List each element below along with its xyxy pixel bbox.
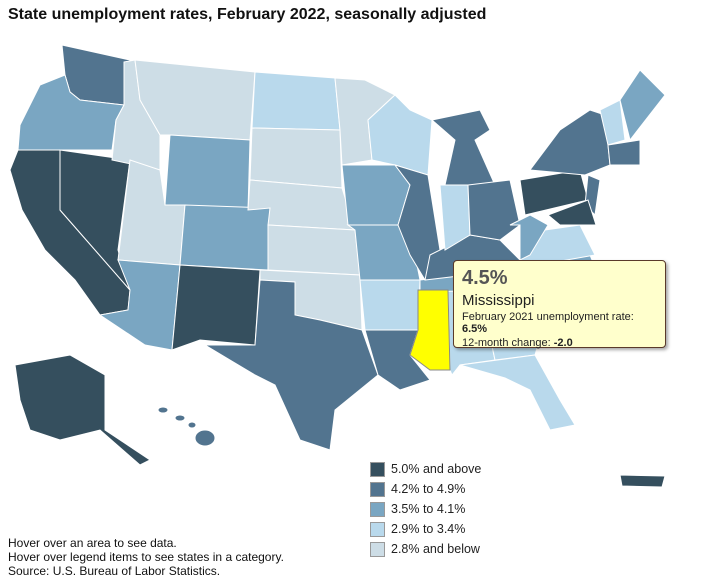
legend-item[interactable]: 2.9% to 3.4% [370,519,481,539]
legend-swatch [370,521,385,537]
legend-swatch [370,541,385,557]
state-fl[interactable] [459,354,576,431]
state-hi[interactable] [157,406,169,414]
tooltip: 4.5% Mississippi February 2021 unemploym… [453,260,666,349]
state-nm[interactable] [171,264,261,351]
tooltip-state: Mississippi [462,292,535,309]
state-me[interactable] [619,69,666,142]
legend-item[interactable]: 3.5% to 4.1% [370,499,481,519]
state-wi[interactable] [367,94,433,176]
legend-label: 4.2% to 4.9% [391,482,466,496]
legend-item[interactable]: 2.8% and below [370,539,481,559]
state-nd[interactable] [251,71,341,131]
state-ak[interactable] [14,354,151,466]
state-ny[interactable] [529,109,611,176]
tooltip-rate: 4.5% [462,267,508,289]
state-vtnh[interactable] [599,99,626,146]
state-mi[interactable] [430,109,496,186]
state-pr[interactable] [619,474,666,488]
source-note: Source: U.S. Bureau of Labor Statistics. [8,564,221,578]
state-il[interactable] [393,164,441,282]
state-ar[interactable] [359,279,421,331]
state-co[interactable] [179,204,271,271]
tooltip-prev: February 2021 unemployment rate: 6.5% [462,311,634,335]
state-ks[interactable] [267,224,361,276]
state-wv[interactable] [509,214,549,261]
legend-swatch [370,481,385,497]
state-ia[interactable] [341,164,411,226]
legend-label: 5.0% and above [391,462,482,476]
state-ma[interactable] [607,139,641,166]
legend-label: 2.9% to 3.4% [391,522,466,536]
state-ms[interactable] [409,289,451,371]
tooltip-change: 12-month change: -2.0 [462,337,573,349]
legend-item[interactable]: 5.0% and above [370,459,481,479]
legend-swatch [370,461,385,477]
state-hi[interactable] [187,421,197,429]
state-oh[interactable] [467,179,521,241]
notes: Hover over an area to see data. Hover ov… [8,536,284,578]
state-wy[interactable] [164,134,251,211]
state-sd[interactable] [249,127,343,189]
legend-label: 2.8% and below [391,542,480,556]
legend: 5.0% and above 4.2% to 4.9% 3.5% to 4.1%… [370,459,481,559]
legend-swatch [370,501,385,517]
hover-note: Hover over an area to see data. [8,536,177,550]
state-md[interactable] [547,199,597,226]
legend-label: 3.5% to 4.1% [391,502,466,516]
map-title: State unemployment rates, February 2022,… [8,6,487,23]
state-hi[interactable] [174,414,186,422]
state-tx[interactable] [203,279,379,451]
legend-note: Hover over legend items to see states in… [8,550,284,564]
legend-item[interactable]: 4.2% to 4.9% [370,479,481,499]
state-hi[interactable] [194,429,216,447]
